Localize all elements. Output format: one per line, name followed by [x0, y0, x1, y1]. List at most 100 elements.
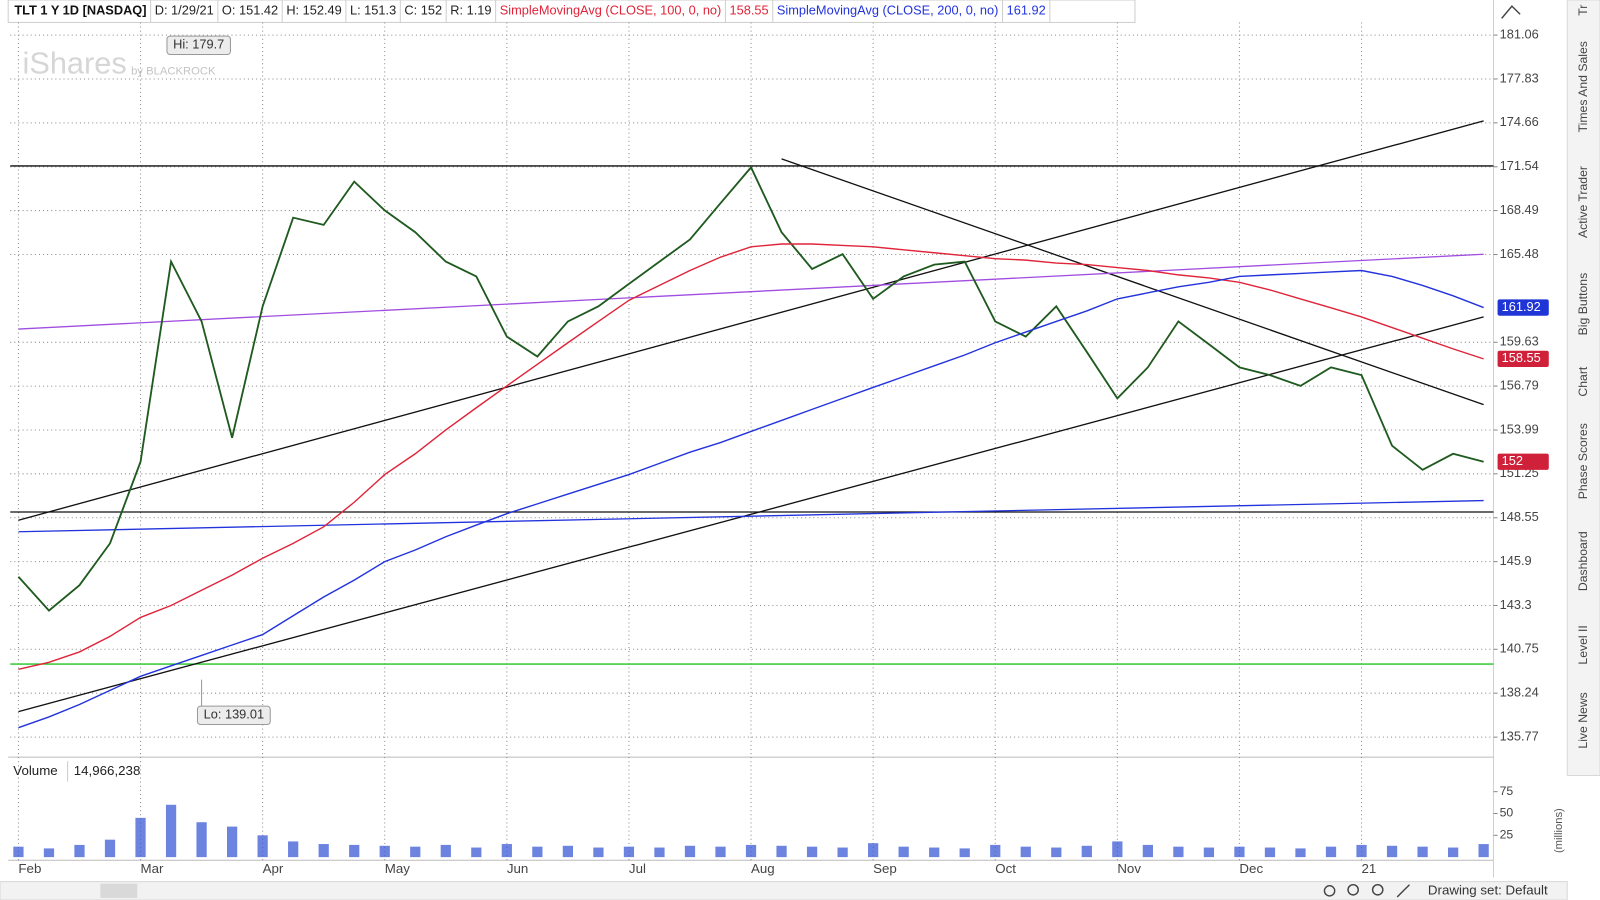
y-tick-label: 145.9	[1500, 553, 1532, 568]
sidebar-tab[interactable]: Live News	[1576, 692, 1590, 748]
header-field: O: 151.42	[222, 3, 278, 18]
y-tick-label: 165.48	[1500, 246, 1539, 261]
volume-bar	[257, 835, 268, 858]
x-tick-label: May	[385, 861, 410, 876]
drawing-set[interactable]: Drawing set: Default	[1428, 882, 1548, 897]
volume-bar	[135, 817, 146, 858]
x-tick-label: Jun	[507, 861, 528, 876]
x-tick-label: Dec	[1239, 861, 1263, 876]
chart-options[interactable]	[1501, 5, 1521, 19]
watermark-by: by BLACKROCK	[131, 65, 216, 77]
volume-bar	[440, 844, 451, 858]
sidebar	[1566, 0, 1600, 777]
volume-bar	[1478, 844, 1489, 858]
sidebar-tab[interactable]: Dashboard	[1576, 531, 1590, 591]
volume-bar	[288, 841, 299, 858]
volume-bar	[1325, 846, 1337, 858]
volume-bar	[1386, 845, 1398, 858]
volume-bar	[1356, 844, 1367, 858]
header-field: L: 151.3	[350, 3, 396, 18]
sidebar-tab[interactable]: Level II	[1576, 625, 1590, 664]
draw-tool[interactable]	[1396, 884, 1410, 898]
y-tick-label: 171.54	[1500, 158, 1539, 173]
moving-average	[18, 243, 1484, 670]
volume-bar	[196, 822, 207, 858]
volume-unit: (millions)	[1553, 808, 1565, 853]
y-tick-label: 159.63	[1500, 334, 1539, 349]
y-tick-label: 177.83	[1500, 70, 1539, 85]
header-field: R: 1.19	[450, 3, 491, 18]
moving-average	[18, 269, 1484, 729]
y-tick-label: 138.24	[1500, 685, 1539, 700]
header-frame	[7, 0, 1136, 23]
last-value-box	[1497, 453, 1549, 470]
header-field: SimpleMovingAvg (CLOSE, 100, 0, no)	[500, 3, 722, 18]
volume-bar	[13, 846, 24, 858]
x-tick-label: Jul	[629, 861, 646, 876]
y-tick-label: 174.66	[1500, 114, 1539, 129]
volume-bar	[532, 846, 543, 858]
trendline	[18, 253, 1484, 330]
sidebar-tab[interactable]: Active Trader	[1576, 166, 1590, 238]
volume-bar	[745, 844, 757, 858]
volume-bar	[684, 845, 696, 858]
x-tick-label: 21	[1362, 861, 1377, 876]
volume-bar	[471, 847, 482, 858]
volume-label: Volume	[13, 763, 57, 778]
zoom-out[interactable]	[1371, 883, 1384, 896]
volume-bar	[1203, 847, 1215, 858]
y-tick-label: 143.3	[1500, 597, 1532, 612]
scroll-thumb[interactable]	[100, 883, 138, 898]
annotation-box	[196, 705, 271, 726]
volume-bar	[1081, 845, 1092, 858]
sidebar-tab[interactable]: Chart	[1576, 366, 1590, 396]
x-tick-label: Apr	[263, 861, 284, 876]
volume-value: 14,966,238	[74, 763, 141, 778]
trendline	[781, 158, 1484, 406]
sidebar-tab[interactable]: Big Buttons	[1576, 273, 1590, 336]
y-tick-label: 153.99	[1500, 421, 1539, 436]
volume-bar	[929, 847, 940, 858]
header-field: TLT 1 Y 1D [NASDAQ]	[14, 3, 146, 18]
sidebar-tab[interactable]: Phase Scores	[1576, 423, 1590, 499]
volume-bar	[501, 844, 512, 858]
y-tick-label: 156.79	[1500, 377, 1539, 392]
volume-bar	[165, 804, 177, 858]
header-field: 158.55	[730, 3, 769, 18]
volume-bar	[776, 845, 787, 858]
volume-bar	[1173, 846, 1184, 858]
volume-bar	[43, 848, 55, 858]
volume-bar	[623, 846, 635, 858]
trendline	[18, 499, 1484, 533]
zoom-in[interactable]	[1347, 883, 1359, 896]
volume-bar	[1295, 848, 1306, 858]
x-tick-label: Nov	[1117, 861, 1141, 876]
volume-bar	[1234, 846, 1245, 858]
x-tick-label: Sep	[873, 861, 897, 876]
volume-bar	[1264, 847, 1276, 858]
volume-bar	[593, 847, 604, 858]
volume-bar	[715, 846, 726, 858]
volume-bar	[349, 844, 360, 858]
volume-tick-label: 25	[1500, 828, 1514, 842]
price-line	[17, 165, 1484, 612]
volume-bar	[959, 848, 970, 858]
volume-bar	[74, 844, 85, 858]
zoom-reset[interactable]	[1323, 885, 1336, 897]
volume-bar	[318, 844, 329, 858]
toolbar-icons	[1323, 5, 1521, 898]
header-field: 161.92	[1007, 3, 1046, 18]
volume-tick-label: 50	[1500, 806, 1514, 820]
volume-bar	[806, 846, 818, 858]
volume-bar	[1051, 847, 1062, 858]
sidebar-tab[interactable]: Times And Sales	[1576, 41, 1590, 132]
trendline	[18, 120, 1484, 521]
volume-bar	[654, 847, 665, 858]
sidebar-tab[interactable]: Tr	[1576, 5, 1590, 16]
header-field: H: 152.49	[286, 3, 341, 18]
y-tick-label: 168.49	[1500, 202, 1539, 217]
volume-bar	[1112, 841, 1123, 858]
volume-bar	[868, 843, 879, 858]
